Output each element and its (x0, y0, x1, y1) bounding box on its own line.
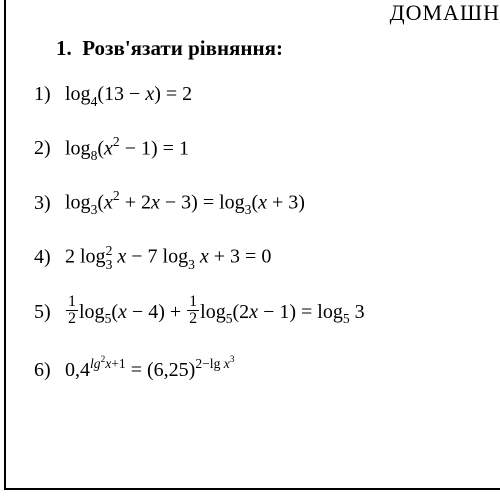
title-number: 1. (56, 36, 72, 60)
fraction: 12 (187, 294, 199, 327)
eq-number: 4) (34, 244, 60, 270)
eq-number: 1) (34, 81, 60, 107)
equation-5: 5) 12log5(x − 4) + 12log5(2x − 1) = log5… (34, 297, 480, 330)
eq-number: 3) (34, 190, 60, 216)
equation-3: 3) log3(x2 + 2x − 3) = log3(x + 3) (34, 188, 480, 218)
equation-1: 1) log4(13 − x) = 2 (34, 81, 480, 110)
section-title: 1. Розв'язати рівняння: (56, 36, 480, 61)
header-fragment: ДОМАШН (390, 0, 500, 26)
equation-6: 6) 0,4lg2x+1 = (6,25)2−lg x3 (34, 354, 480, 383)
title-text: Розв'язати рівняння: (82, 36, 283, 60)
document-page: ДОМАШН 1. Розв'язати рівняння: 1) log4(1… (4, 0, 500, 490)
equation-4: 4) 2 log23 x − 7 log3 x + 3 = 0 (34, 242, 480, 272)
eq-number: 6) (34, 357, 60, 383)
fraction: 12 (66, 294, 78, 327)
eq-number: 5) (34, 299, 60, 325)
eq-number: 2) (34, 135, 60, 161)
equation-2: 2) log8(x2 − 1) = 1 (34, 134, 480, 164)
